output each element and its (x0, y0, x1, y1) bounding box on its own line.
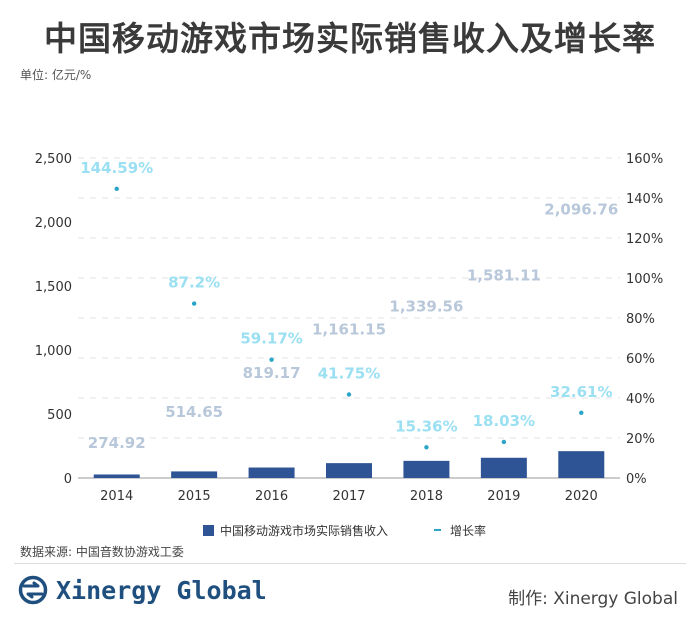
revenue-data-label: 1,161.15 (312, 320, 386, 338)
growth-rate-data-label: 87.2% (168, 274, 220, 292)
growth-rate-point (191, 301, 197, 306)
revenue-bars (93, 451, 605, 478)
gridlines (78, 157, 620, 479)
right-tick-label: 0% (626, 472, 647, 487)
data-source: 数据来源: 中国音数协游戏工委 (20, 545, 184, 559)
growth-rate-data-label: 15.36% (395, 417, 457, 435)
brand-logo-text: Xinergy Global (56, 575, 267, 605)
x-tick-label: 2019 (487, 489, 520, 504)
revenue-data-label: 274.92 (88, 434, 146, 452)
right-tick-label: 60% (626, 352, 655, 367)
right-tick-label: 40% (626, 392, 655, 407)
x-tick-label: 2014 (100, 489, 133, 504)
growth-rate-point (269, 357, 274, 362)
left-tick-label: 2,500 (35, 152, 72, 167)
right-axis-ticks: 0% 20% 40% 60% 80% 100% 120% 140% 160% (626, 152, 663, 487)
left-axis-ticks: 0 500 1,000 1,500 2,000 2,500 (35, 152, 72, 487)
growth-rate-data-label: 18.03% (473, 412, 535, 430)
revenue-bar (93, 474, 140, 478)
right-tick-label: 80% (626, 312, 655, 327)
growth-rate-data-label: 144.59% (80, 159, 153, 177)
growth-rate-data-label: 41.75% (318, 365, 380, 383)
x-tick-label: 2016 (255, 489, 288, 504)
growth-rate-data-label: 59.17% (240, 330, 302, 348)
revenue-bar (480, 457, 527, 478)
right-tick-label: 160% (626, 152, 663, 167)
credit-text: 制作: Xinergy Global (508, 589, 678, 609)
growth-rate-point (501, 439, 507, 445)
legend-rate-label: 增长率 (450, 523, 486, 538)
growth-rate-point (579, 410, 584, 415)
x-tick-label: 2018 (410, 489, 443, 504)
legend: 中国移动游戏市场实际销售收入 增长率 (203, 523, 486, 538)
growth-rate-point (424, 445, 429, 450)
right-tick-label: 140% (626, 192, 663, 207)
left-tick-label: 1,500 (35, 280, 72, 295)
x-tick-label: 2020 (565, 489, 598, 504)
footer-divider (14, 563, 686, 564)
revenue-data-label: 1,581.11 (467, 267, 541, 285)
left-tick-label: 500 (47, 408, 72, 423)
growth-rate-points (114, 186, 584, 450)
revenue-bar (326, 463, 372, 478)
x-axis-ticks: 2014 2015 2016 2017 2018 2019 2020 (100, 489, 598, 504)
growth-rate-data-labels: 144.59% 87.2% 59.17% 41.75% 15.36% 18.03% 32.6… (80, 159, 612, 435)
chart-title: 中国移动游戏市场实际销售收入及增长率 (44, 19, 656, 58)
left-tick-label: 0 (64, 472, 72, 487)
xinergy-logo-icon (18, 575, 48, 605)
right-tick-label: 20% (626, 432, 655, 447)
revenue-data-label: 514.65 (165, 403, 223, 421)
legend-revenue-label: 中国移动游戏市场实际销售收入 (220, 523, 388, 538)
left-tick-label: 1,000 (35, 344, 72, 359)
x-tick-label: 2017 (332, 489, 365, 504)
revenue-data-label: 2,096.76 (544, 201, 618, 219)
revenue-bar (171, 471, 218, 478)
growth-rate-point (346, 392, 352, 397)
revenue-bar (558, 451, 605, 478)
right-tick-label: 100% (626, 272, 663, 287)
left-tick-label: 2,000 (35, 216, 72, 231)
growth-rate-data-label: 32.61% (550, 383, 612, 401)
brand-logo: Xinergy Global (18, 575, 267, 605)
right-tick-label: 120% (626, 232, 663, 247)
unit-label: 单位: 亿元/% (20, 68, 92, 82)
revenue-data-labels: 274.92 514.65 819.17 1,161.151,339.561,581.… (88, 201, 619, 452)
chart-canvas: 0 500 1,000 1,500 2,000 2,500 0% 20% 40% 60% 80% 1… (35, 152, 663, 538)
revenue-bar (248, 467, 295, 478)
growth-rate-point (114, 186, 119, 192)
legend-bar-swatch (203, 525, 214, 536)
revenue-bar (403, 460, 450, 478)
x-tick-label: 2015 (178, 489, 211, 504)
revenue-data-label: 1,339.56 (389, 298, 463, 316)
revenue-data-label: 819.17 (243, 364, 301, 382)
